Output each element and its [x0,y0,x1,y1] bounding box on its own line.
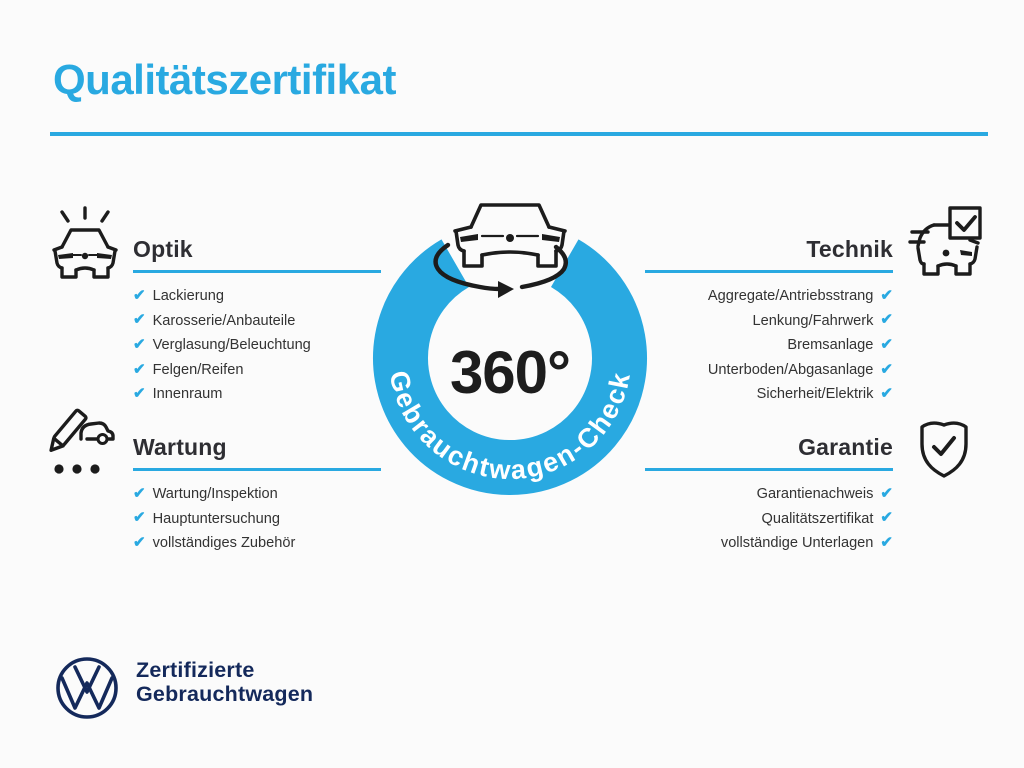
check-icon: ✔ [133,533,146,551]
check-icon: ✔ [133,385,146,403]
pencil-car-service-icon [49,408,115,474]
checklist-item: Garantienachweis ✔ [645,482,893,507]
checklist-item: ✔ Karosserie/Anbauteile [133,309,381,334]
check-icon: ✔ [880,509,893,527]
item-label: Bremsanlage [787,337,874,354]
technik-checklist: Aggregate/Antriebsstrang ✔ Lenkung/Fahrwe… [645,284,893,407]
section-technik-underline [645,270,893,273]
checklist-item: vollständige Unterlagen ✔ [645,531,893,556]
section-optik-underline [133,270,381,273]
checklist-item: Unterboden/Abgasanlage ✔ [645,358,893,383]
check-icon: ✔ [133,509,146,527]
check-icon: ✔ [133,335,146,353]
shield-check-icon [920,421,968,478]
degree-value: 360° [449,339,571,406]
item-label: Lenkung/Fahrwerk [752,312,874,329]
item-label: Innenraum [152,386,223,403]
check-icon: ✔ [133,360,146,378]
section-garantie-title: Garantie [798,434,893,460]
check-icon: ✔ [880,484,893,502]
checklist-item: Lenkung/Fahrwerk ✔ [645,309,893,334]
checklist-item: Sicherheit/Elektrik ✔ [645,382,893,407]
car-front-rotate-icon [433,203,568,292]
car-checkbox-icon [908,206,982,276]
rotate-arrowhead [498,281,514,298]
footer-line2: Gebrauchtwagen [136,682,314,706]
item-label: Wartung/Inspektion [152,486,278,502]
section-wartung-title: Wartung [133,434,227,460]
checklist-item: ✔ Lackierung [133,284,381,309]
section-garantie: Garantie Garantienachweis ✔ Qualitätszert… [645,434,893,556]
page-title: Qualitätszertifikat [53,56,396,103]
footer-line1: Zertifizierte [136,658,255,682]
checklist-item: ✔ vollständiges Zubehör [133,531,381,556]
check-icon: ✔ [880,286,893,304]
item-label: Verglasung/Beleuchtung [152,337,311,354]
optik-checklist: ✔ Lackierung ✔ Karosserie/Anbauteile ✔ Verg… [133,284,381,407]
header-divider [50,132,988,136]
section-technik-title: Technik [806,236,893,262]
item-label: Karosserie/Anbauteile [152,312,296,329]
check-icon: ✔ [880,533,893,551]
section-technik: Technik Aggregate/Antriebsstrang ✔ Lenkun… [645,236,893,407]
check-icon: ✔ [880,385,893,403]
checklist-item: ✔ Innenraum [133,382,381,407]
garantie-checklist: Garantienachweis ✔ Qualitätszertifikat ✔ v… [645,482,893,556]
ring-arc [373,239,647,496]
item-label: Aggregate/Antriebsstrang [707,288,874,304]
section-optik: Optik ✔ Lackierung ✔ Karosserie/Anbauteile… [133,236,381,407]
item-label: vollständige Unterlagen [720,535,874,552]
item-label: Lackierung [152,288,224,304]
check-icon: ✔ [880,311,893,329]
section-garantie-underline [645,468,893,471]
footer-brand-text: Zertifizierte Gebrauchtwagen [136,658,313,706]
section-optik-title: Optik [133,236,193,262]
checklist-item: ✔ Verglasung/Beleuchtung [133,333,381,358]
checklist-item: Aggregate/Antriebsstrang ✔ [645,284,893,309]
item-label: vollständiges Zubehör [152,535,296,552]
item-label: Hauptuntersuchung [152,510,280,527]
checklist-item: Qualitätszertifikat ✔ [645,507,893,532]
section-wartung-underline [133,468,381,471]
wartung-checklist: ✔ Wartung/Inspektion ✔ Hauptuntersuchung ✔… [133,482,381,556]
checklist-item: Bremsanlage ✔ [645,333,893,358]
section-wartung: Wartung ✔ Wartung/Inspektion ✔ Hauptunters… [133,434,381,556]
check-icon: ✔ [880,360,893,378]
check-icon: ✔ [133,484,146,502]
check-icon: ✔ [133,311,146,329]
checklist-item: ✔ Wartung/Inspektion [133,482,381,507]
item-label: Garantienachweis [756,486,874,502]
item-label: Unterboden/Abgasanlage [707,361,874,378]
item-label: Felgen/Reifen [152,361,244,378]
check-360-ring: Gebrauchtwagen-Check [373,203,647,496]
item-label: Qualitätszertifikat [761,510,874,527]
vw-logo [56,657,118,719]
checklist-item: ✔ Hauptuntersuchung [133,507,381,532]
car-front-shine-icon [52,206,118,279]
check-icon: ✔ [133,286,146,304]
check-icon: ✔ [880,335,893,353]
item-label: Sicherheit/Elektrik [756,386,874,403]
checklist-item: ✔ Felgen/Reifen [133,358,381,383]
